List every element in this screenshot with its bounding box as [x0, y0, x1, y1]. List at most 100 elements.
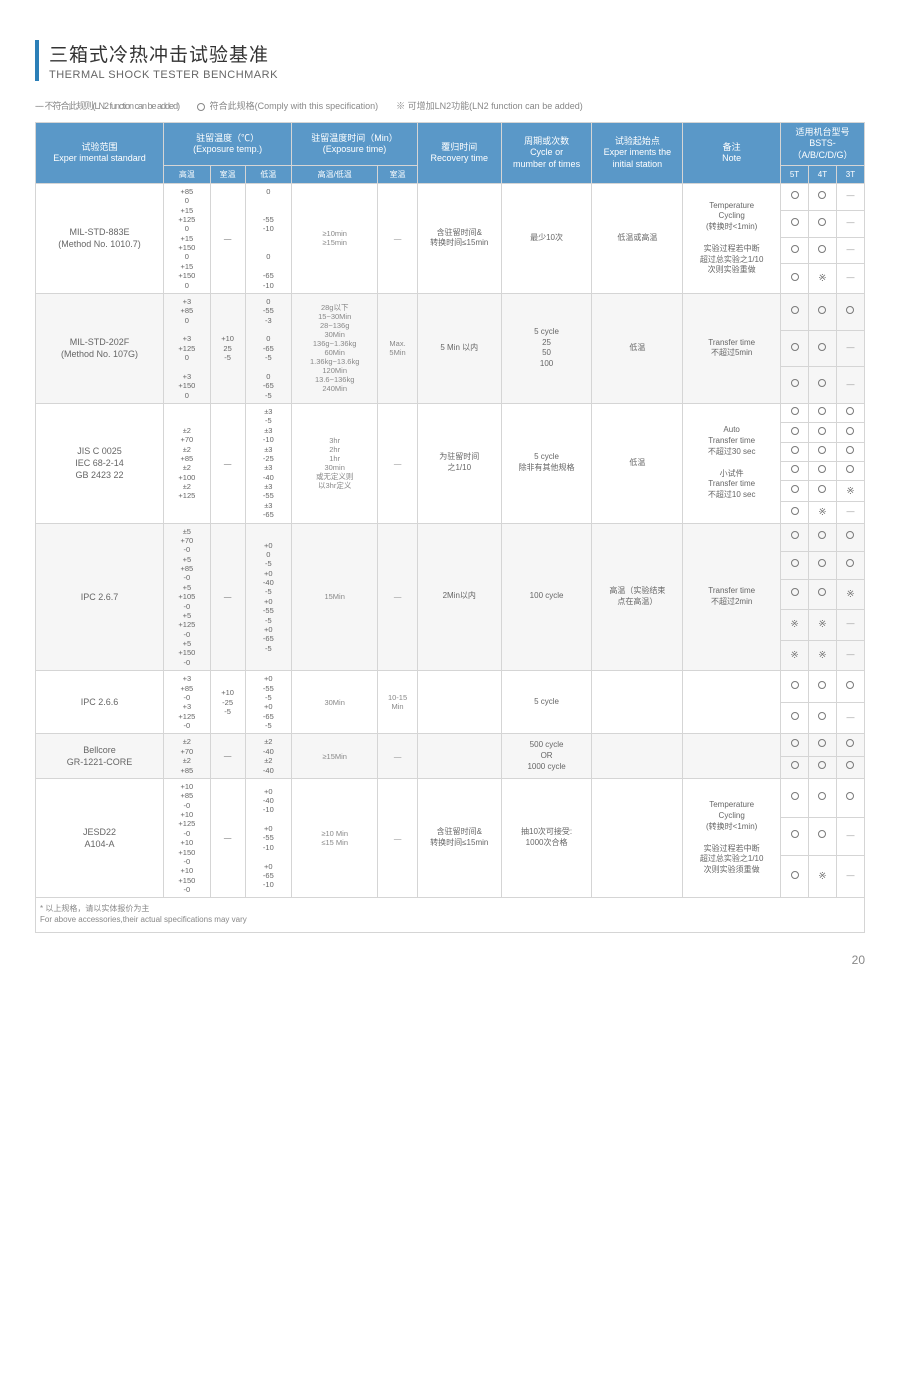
cell-rt: —	[210, 778, 245, 898]
title-en: THERMAL SHOCK TESTER BENCHMARK	[49, 69, 865, 81]
cell-3t	[836, 442, 864, 461]
cell-cycle: 500 cycle OR 1000 cycle	[501, 734, 592, 779]
cell-5t: ※	[781, 610, 809, 641]
sub-4t: 4T	[809, 165, 837, 183]
cell-note: Temperature Cycling (转换时<1min) 实验过程若中断 超…	[683, 778, 781, 898]
cell-4t	[809, 671, 837, 703]
cell-4t: ※	[809, 502, 837, 523]
cell-lo: 0 -55 -3 0 -65 -5 0 -65 -5	[245, 293, 292, 403]
sub-hl: 高温/低温	[292, 165, 378, 183]
header-note: 备注 Note	[683, 123, 781, 184]
cell-3t	[836, 551, 864, 579]
cell-5t	[781, 293, 809, 330]
cell-4t: ※	[809, 264, 837, 293]
cell-5t	[781, 579, 809, 610]
cell-exp-rt: —	[378, 404, 418, 524]
cell-4t	[809, 817, 837, 856]
table-row: IPC 2.6.7±5 +70 -0 +5 +85 -0 +5 +105 -0 …	[36, 523, 865, 551]
cell-note: Transfer time 不超过2min	[683, 523, 781, 671]
cell-recovery: 含驻留时间& 转换时间≤15min	[417, 183, 501, 293]
page-title-block: 三箱式冷热冲击试验基准 THERMAL SHOCK TESTER BENCHMA…	[35, 40, 865, 81]
cell-lo: ±2 -40 ±2 -40	[245, 734, 292, 779]
cell-3t	[836, 671, 864, 703]
cell-5t	[781, 523, 809, 551]
table-row: JIS C 0025 IEC 68-2-14 GB 2423 22±2 +70 …	[36, 404, 865, 423]
cell-3t	[836, 293, 864, 330]
cell-3t	[836, 756, 864, 778]
cell-standard: IPC 2.6.6	[36, 671, 164, 734]
cell-exp-rt: —	[378, 183, 418, 293]
cell-4t	[809, 330, 837, 367]
cell-cycle: 5 cycle 除非有其他规格	[501, 404, 592, 524]
header-time: 驻留温度时间（Min） (Exposure time)	[292, 123, 418, 166]
cell-3t: —	[836, 367, 864, 404]
cell-3t: —	[836, 502, 864, 523]
cell-4t	[809, 481, 837, 502]
cell-recovery: 2Min以内	[417, 523, 501, 671]
cell-4t	[809, 183, 837, 210]
cell-3t: —	[836, 817, 864, 856]
cell-recovery: 为驻留时间 之1/10	[417, 404, 501, 524]
cell-standard: JESD22 A104-A	[36, 778, 164, 898]
cell-4t	[809, 778, 837, 817]
cell-note: Auto Transfer time 不超过30 sec 小试件 Transfe…	[683, 404, 781, 524]
cell-hi: ±5 +70 -0 +5 +85 -0 +5 +105 -0 +5 +125 -…	[164, 523, 211, 671]
footnote: * 以上规格，请以实体报价为主 For above accessories,th…	[36, 898, 865, 933]
cell-rt: —	[210, 183, 245, 293]
cell-5t	[781, 404, 809, 423]
cell-start	[592, 778, 683, 898]
cell-recovery	[417, 734, 501, 779]
cell-exp-rt: —	[378, 523, 418, 671]
cell-start: 高温（实验结束 点在高温）	[592, 523, 683, 671]
cell-lo: +0 0 -5 +0 -40 -5 +0 -55 -5 +0 -65 -5	[245, 523, 292, 671]
table-row: IPC 2.6.6+3 +85 -0 +3 +125 -0+10 -25 -5+…	[36, 671, 865, 703]
cell-4t	[809, 461, 837, 480]
cell-4t: ※	[809, 640, 837, 671]
cell-3t: —	[836, 610, 864, 641]
cell-4t	[809, 423, 837, 442]
cell-start: 低温	[592, 293, 683, 403]
cell-hi: +85 0 +15 +125 0 +15 +150 0 +15 +150 0	[164, 183, 211, 293]
cell-4t	[809, 702, 837, 734]
cell-3t: ※	[836, 481, 864, 502]
sub-5t: 5T	[781, 165, 809, 183]
cell-rt: —	[210, 734, 245, 779]
cell-hi: +3 +85 0 +3 +125 0 +3 +150 0	[164, 293, 211, 403]
page-number: 20	[35, 953, 865, 967]
cell-3t: —	[836, 856, 864, 898]
cell-standard: IPC 2.6.7	[36, 523, 164, 671]
cell-lo: 0 -55 -10 0 -65 -10	[245, 183, 292, 293]
cell-exp-hl: 30Min	[292, 671, 378, 734]
header-cycle: 周期或次数 Cycle or mumber of times	[501, 123, 592, 184]
cell-3t	[836, 734, 864, 756]
cell-5t	[781, 817, 809, 856]
cell-3t: —	[836, 702, 864, 734]
cell-4t	[809, 404, 837, 423]
legend-dash: ---- 不符合此规则(LN2 function can be added)	[35, 99, 179, 112]
cell-hi: ±2 +70 ±2 +85	[164, 734, 211, 779]
cell-3t	[836, 404, 864, 423]
table-row: MIL-STD-202F (Method No. 107G)+3 +85 0 +…	[36, 293, 865, 330]
cell-4t	[809, 756, 837, 778]
cell-5t: ※	[781, 640, 809, 671]
cell-5t	[781, 778, 809, 817]
cell-3t: —	[836, 640, 864, 671]
cell-note: Transfer time 不超过5min	[683, 293, 781, 403]
cell-exp-rt: —	[378, 734, 418, 779]
header-start: 试验起始点 Exper iments the initial station	[592, 123, 683, 184]
cell-5t	[781, 734, 809, 756]
cell-3t	[836, 423, 864, 442]
cell-exp-hl: 3hr 2hr 1hr 30min 或无定义则 以3hr定义	[292, 404, 378, 524]
benchmark-table: 试验范围 Exper imental standard 驻留温度（℃） (Exp…	[35, 122, 865, 933]
cell-standard: MIL-STD-883E (Method No. 1010.7)	[36, 183, 164, 293]
cell-standard: MIL-STD-202F (Method No. 107G)	[36, 293, 164, 403]
cell-5t	[781, 264, 809, 293]
cell-standard: Bellcore GR-1221-CORE	[36, 734, 164, 779]
cell-3t: —	[836, 264, 864, 293]
cell-3t: ※	[836, 579, 864, 610]
cell-exp-hl: 28g以下 15~30Min 28~136g 30Min 136g~1.36kg…	[292, 293, 378, 403]
cell-5t	[781, 423, 809, 442]
legend-circle: 符合此规格(Comply with this specification)	[197, 99, 378, 112]
cell-lo: +0 -55 -5 +0 -65 -5	[245, 671, 292, 734]
cell-5t	[781, 237, 809, 264]
